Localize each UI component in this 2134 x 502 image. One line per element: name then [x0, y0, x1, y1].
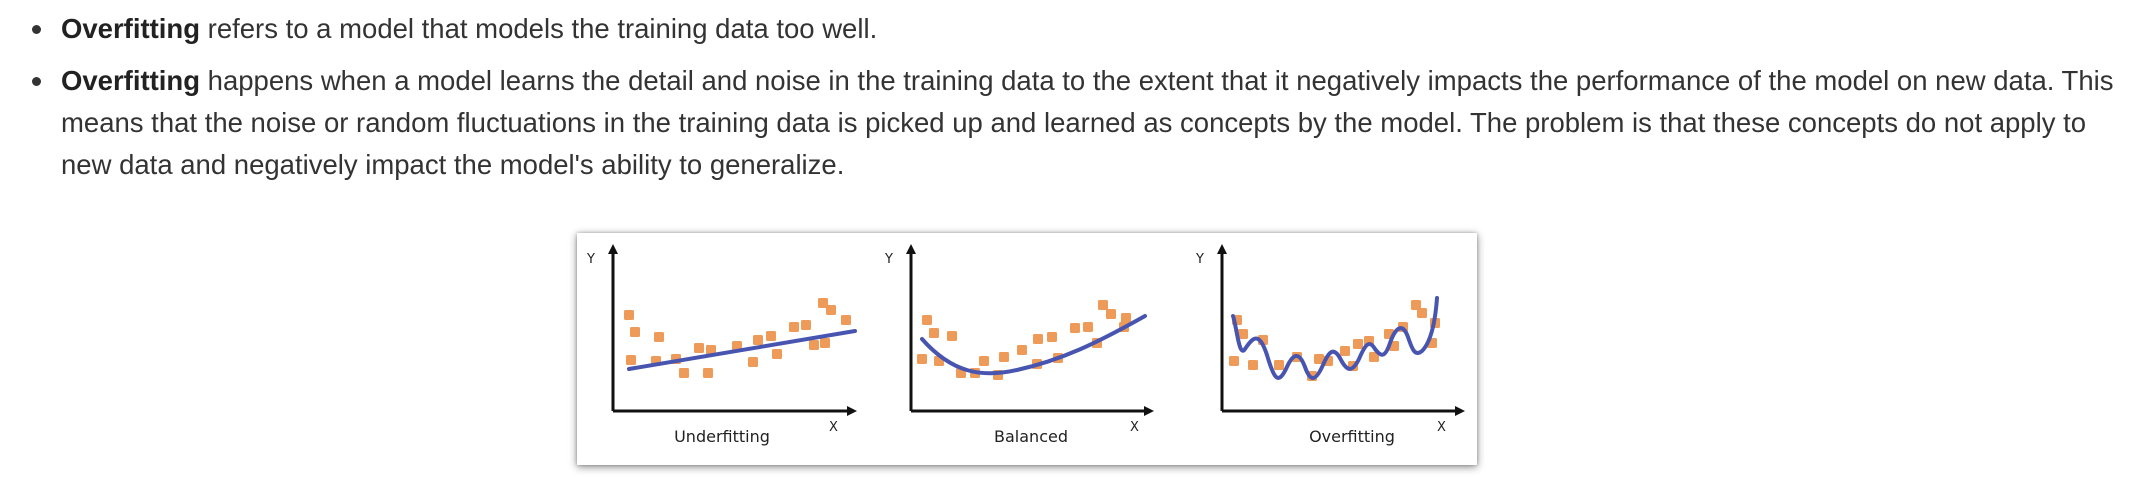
- data-point: [703, 368, 713, 378]
- data-point: [809, 340, 819, 350]
- bullet-1-text: refers to a model that models the traini…: [200, 13, 878, 44]
- data-point: [1353, 339, 1363, 349]
- panel-overfitting: Y X Overfitting: [1195, 244, 1465, 446]
- data-point: [999, 352, 1009, 362]
- data-point: [1314, 354, 1324, 364]
- data-point: [1340, 346, 1350, 356]
- data-point: [694, 343, 704, 353]
- data-point: [1229, 356, 1239, 366]
- data-point: [789, 322, 799, 332]
- fitting-comparison-figure: Y X Underfitting Y X Balanced Y: [577, 233, 1477, 465]
- data-point: [1017, 345, 1027, 355]
- bullet-item-1: Overfitting refers to a model that model…: [0, 8, 2134, 50]
- y-axis-letter: Y: [586, 252, 595, 267]
- panel-label-underfitting: Underfitting: [674, 427, 770, 446]
- data-point: [1417, 308, 1427, 318]
- bullet-1-bold-term: Overfitting: [61, 13, 201, 44]
- data-point: [679, 368, 689, 378]
- panel-balanced: Y X Balanced: [884, 244, 1154, 446]
- data-point: [753, 335, 763, 345]
- data-point: [654, 332, 664, 342]
- data-point: [772, 349, 782, 359]
- fit-line-overfitting: [1231, 296, 1439, 380]
- data-point: [1047, 332, 1057, 342]
- data-point: [1083, 322, 1093, 332]
- panel-label-balanced: Balanced: [994, 427, 1068, 446]
- bullet-2-bold-term: Overfitting: [61, 65, 201, 96]
- data-point: [1070, 323, 1080, 333]
- bullet-dot-icon: [32, 25, 41, 34]
- data-point: [818, 298, 828, 308]
- data-point: [1033, 334, 1043, 344]
- data-point: [624, 310, 634, 320]
- data-point: [630, 327, 640, 337]
- data-point: [801, 320, 811, 330]
- data-point: [1106, 309, 1116, 319]
- data-point: [1121, 313, 1131, 323]
- y-axis-letter: Y: [884, 252, 893, 267]
- bullet-item-2: Overfitting happens when a model learns …: [0, 60, 2134, 186]
- data-point: [917, 354, 927, 364]
- x-axis-letter: X: [1437, 420, 1446, 435]
- panel-underfitting: Y X Underfitting: [586, 244, 857, 446]
- data-point: [820, 338, 830, 348]
- x-axis-letter: X: [1130, 420, 1139, 435]
- data-point: [979, 356, 989, 366]
- data-point: [841, 315, 851, 325]
- bullet-dot-icon: [32, 77, 41, 86]
- data-point: [766, 331, 776, 341]
- data-point: [1274, 360, 1284, 370]
- x-axis-letter: X: [829, 420, 838, 435]
- fitting-figure-svg: Y X Underfitting Y X Balanced Y: [586, 244, 1465, 446]
- data-point: [1238, 329, 1248, 339]
- data-point: [1369, 352, 1379, 362]
- bullet-list: Overfitting refers to a model that model…: [0, 8, 2134, 196]
- fit-line-underfitting: [627, 329, 857, 371]
- data-point: [826, 305, 836, 315]
- panel-label-overfitting: Overfitting: [1309, 427, 1395, 446]
- data-point: [1098, 300, 1108, 310]
- data-point: [947, 331, 957, 341]
- fit-line-balanced: [920, 314, 1147, 376]
- data-points-underfitting: [624, 298, 851, 378]
- bullet-2-text: happens when a model learns the detail a…: [61, 65, 2114, 180]
- data-point: [626, 355, 636, 365]
- y-axis-letter: Y: [1195, 252, 1204, 267]
- data-point: [1248, 360, 1258, 370]
- data-point: [929, 328, 939, 338]
- data-point: [922, 315, 932, 325]
- data-point: [748, 357, 758, 367]
- data-point: [1411, 300, 1421, 310]
- data-point: [706, 345, 716, 355]
